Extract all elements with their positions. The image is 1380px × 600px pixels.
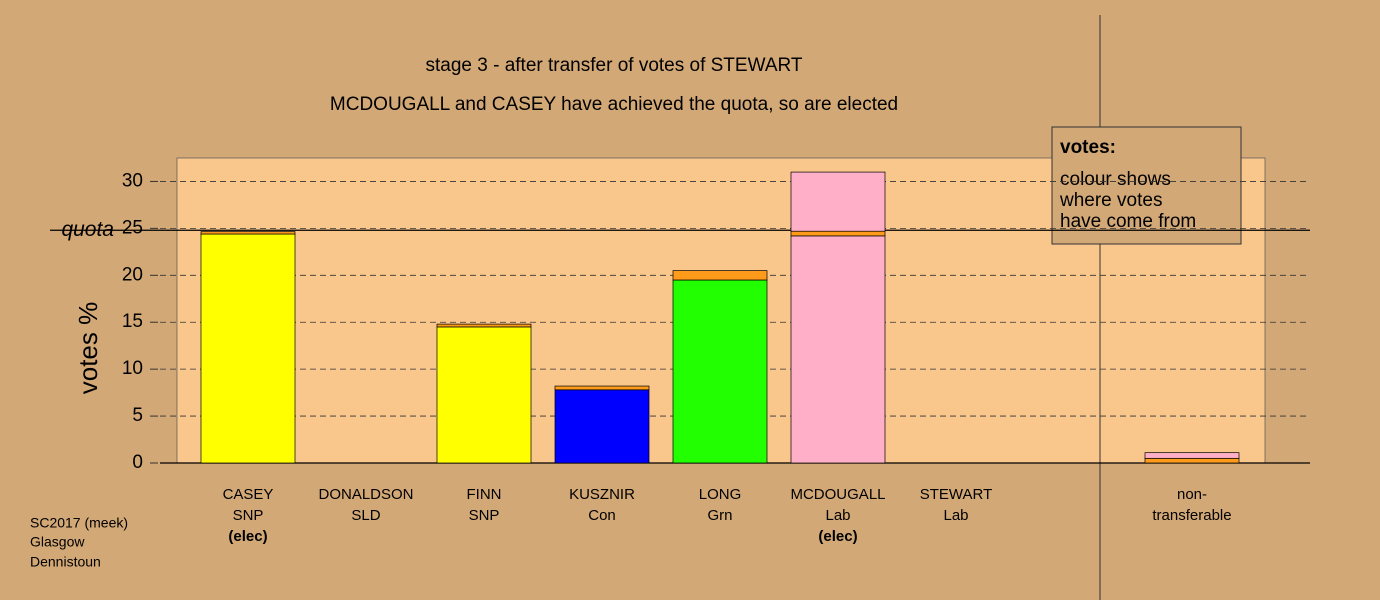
y-tick-label: 25: [122, 217, 143, 238]
info-box-frame: [1051, 126, 1242, 245]
x-tick-label: LONG: [699, 486, 742, 503]
x-tick-label: STEWART: [920, 486, 993, 503]
bar-segment: [436, 323, 532, 328]
y-tick-label: 30: [122, 170, 143, 191]
x-tick-label: Con: [588, 507, 616, 524]
elected-note: (elec): [818, 528, 857, 545]
bar-segment: [554, 389, 650, 464]
info-box: votes: colour shows where votes have com…: [1051, 126, 1242, 245]
bar-segment: [554, 385, 650, 391]
info-box-line: have come from: [1060, 211, 1196, 232]
x-tick-label: Lab: [943, 507, 968, 524]
bar-segment: [1144, 452, 1240, 459]
bar-segment: [1144, 457, 1240, 464]
quota-label: quota: [61, 218, 114, 241]
bar-segment: [672, 270, 768, 281]
y-tick-label: 20: [122, 264, 143, 285]
x-tick-label: FINN: [467, 486, 502, 503]
bar-segment: [790, 230, 886, 237]
info-box-line: where votes: [1059, 190, 1162, 211]
footer-line: Glasgow: [30, 534, 85, 550]
footer-line: Dennistoun: [30, 554, 101, 570]
y-tick-label: 15: [122, 311, 143, 332]
elected-note: (elec): [228, 528, 267, 545]
chart-subtitle: MCDOUGALL and CASEY have achieved the qu…: [330, 94, 898, 115]
bar-segment: [790, 235, 886, 464]
bar-segment: [200, 233, 296, 464]
bar-segment: [672, 279, 768, 464]
y-tick-label: 0: [132, 452, 143, 473]
bar-segment: [436, 326, 532, 464]
x-tick-label: KUSZNIR: [569, 486, 635, 503]
x-tick-label: SNP: [469, 507, 500, 524]
x-tick-label: Grn: [707, 507, 732, 524]
x-tick-label: MCDOUGALL: [790, 486, 885, 503]
x-tick-label: SLD: [351, 507, 380, 524]
x-tick-label: transferable: [1152, 507, 1231, 524]
footer-line: SC2017 (meek): [30, 515, 128, 531]
y-axis-label: votes %: [73, 302, 103, 395]
x-tick-label: SNP: [233, 507, 264, 524]
x-tick-label: CASEY: [223, 486, 274, 503]
info-box-line: colour shows: [1060, 169, 1171, 190]
x-tick-label: Lab: [825, 507, 850, 524]
bar-segment: [790, 171, 886, 232]
bar-segment: [200, 231, 296, 235]
x-tick-label: DONALDSON: [318, 486, 413, 503]
y-tick-label: 10: [122, 358, 143, 379]
info-box-title: votes:: [1060, 137, 1116, 158]
x-tick-label: non-: [1177, 486, 1207, 503]
chart-title: stage 3 - after transfer of votes of STE…: [426, 55, 803, 76]
y-tick-label: 5: [132, 405, 143, 426]
